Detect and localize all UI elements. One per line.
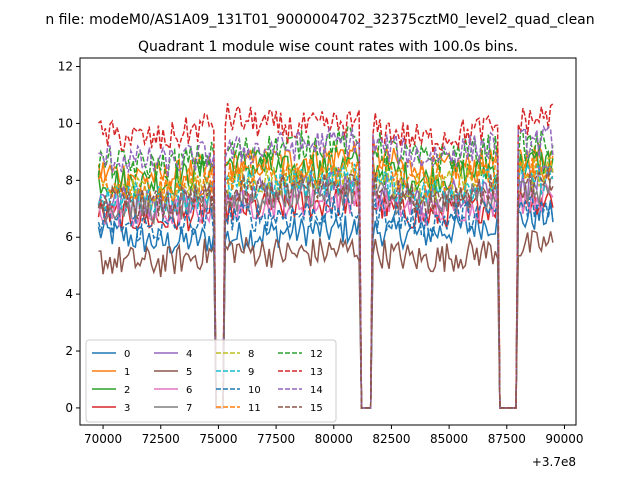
series-layer [97,103,554,409]
axes-frame [79,57,577,426]
series-line-11 [97,151,554,409]
figure-suptitle: n file: modeM0/AS1A09_131T01_9000004702_… [45,12,594,28]
legend-label-2: 2 [124,385,130,396]
x-tick-label: 80000 [315,432,353,446]
x-tick-label: 87500 [488,432,526,446]
x-tick-label: 85000 [430,432,468,446]
series-line-10 [97,192,554,409]
x-tick-label: 70000 [84,432,122,446]
y-tick-label: 2 [65,344,73,358]
legend-label-12: 12 [310,349,323,360]
x-tick-label: 90000 [545,432,583,446]
y-tick-label: 10 [58,116,73,130]
x-tick-label: 72500 [142,432,180,446]
legend-label-3: 3 [124,403,130,414]
series-line-5 [98,230,554,409]
legend-label-7: 7 [186,403,192,414]
legend-label-14: 14 [310,385,323,396]
legend-label-9: 9 [248,367,254,378]
legend-label-11: 11 [248,403,261,414]
y-tick-label: 12 [58,60,73,74]
legend-label-8: 8 [248,349,254,360]
legend-label-13: 13 [310,367,323,378]
series-line-14 [98,124,554,409]
legend-label-6: 6 [186,385,192,396]
series-line-15 [97,168,554,409]
ticks-layer: 70000 72500 75000 77500 80000 82500 85000 87500… [58,60,584,446]
legend-label-15: 15 [310,403,323,414]
legend-label-5: 5 [186,367,192,378]
x-tick-label: 75000 [199,432,237,446]
chart-title: Quadrant 1 module wise count rates with … [138,39,518,55]
y-tick-label: 6 [65,230,73,244]
legend-label-10: 10 [248,385,261,396]
legend-box [85,339,337,423]
y-tick-label: 4 [65,287,73,301]
series-line-0 [97,199,554,409]
y-tick-label: 0 [65,401,73,415]
x-tick-label: 77500 [257,432,295,446]
series-line-13 [98,103,554,409]
legend-label-4: 4 [186,349,192,360]
x-tick-label: 82500 [372,432,410,446]
legend-label-0: 0 [124,349,130,360]
y-tick-label: 8 [65,173,73,187]
legend-label-1: 1 [124,367,130,378]
x-axis-offset-label: +3.7e8 [532,455,576,469]
